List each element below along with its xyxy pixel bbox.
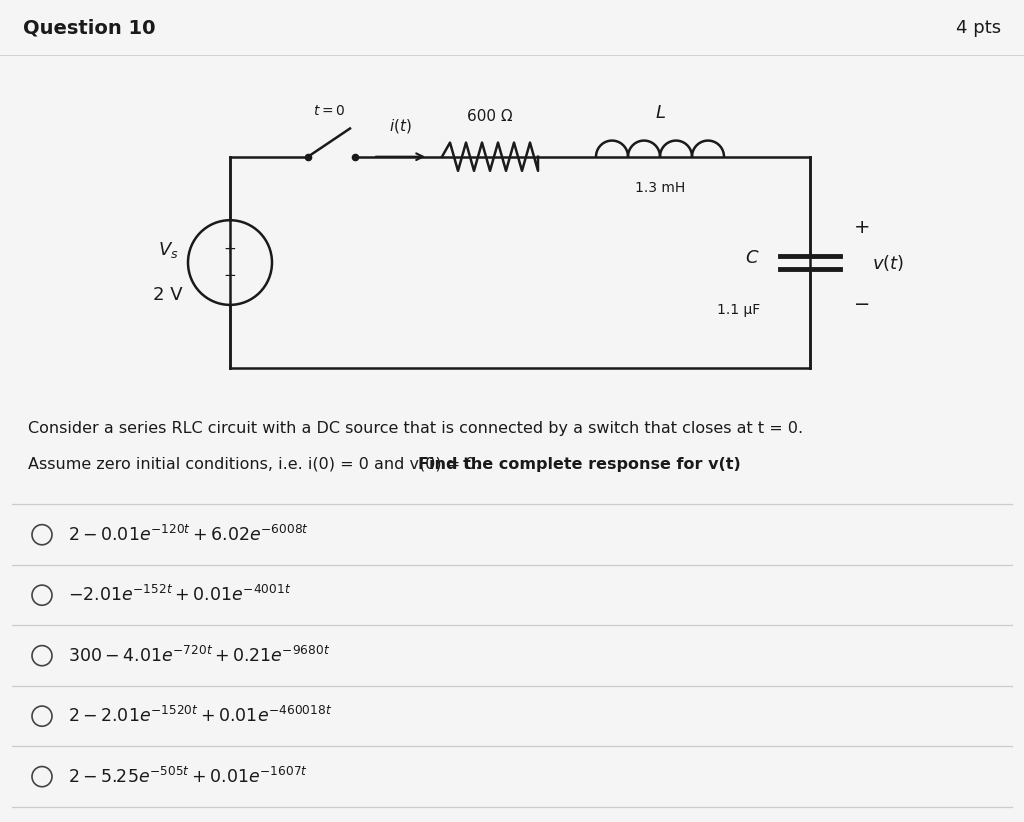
Text: $C$: $C$ (745, 248, 760, 266)
Text: 2 V: 2 V (154, 286, 183, 304)
Text: $300 - 4.01e^{-720t} + 0.21e^{-9680t}$: $300 - 4.01e^{-720t} + 0.21e^{-9680t}$ (68, 645, 330, 666)
Text: Find the complete response for v(t): Find the complete response for v(t) (418, 457, 740, 472)
Text: 600 Ω: 600 Ω (467, 109, 513, 124)
Text: +: + (854, 218, 870, 237)
Text: Assume zero initial conditions, i.e. i(0) = 0 and v(0) = 0.: Assume zero initial conditions, i.e. i(0… (28, 457, 485, 472)
Text: 4 pts: 4 pts (956, 19, 1001, 37)
Text: +: + (223, 242, 237, 257)
Text: $t=0$: $t=0$ (313, 104, 346, 118)
Text: $2 - 5.25e^{-505t} + 0.01e^{-1607t}$: $2 - 5.25e^{-505t} + 0.01e^{-1607t}$ (68, 767, 308, 787)
Text: 1.1 μF: 1.1 μF (717, 302, 760, 316)
Text: 1.3 mH: 1.3 mH (635, 181, 685, 195)
Text: $L$: $L$ (654, 104, 666, 122)
Text: $v(t)$: $v(t)$ (872, 252, 904, 273)
Text: −: − (223, 268, 237, 283)
Text: $i(t)$: $i(t)$ (389, 117, 412, 135)
Text: −: − (854, 295, 870, 314)
Text: $2 - 0.01e^{-120t} + 6.02e^{-6008t}$: $2 - 0.01e^{-120t} + 6.02e^{-6008t}$ (68, 524, 309, 545)
Text: Consider a series RLC circuit with a DC source that is connected by a switch tha: Consider a series RLC circuit with a DC … (28, 422, 803, 436)
Text: Question 10: Question 10 (23, 18, 155, 38)
Text: $-2.01e^{-152t} + 0.01e^{-4001t}$: $-2.01e^{-152t} + 0.01e^{-4001t}$ (68, 585, 291, 605)
Text: $V_s$: $V_s$ (158, 241, 178, 261)
Text: $2 - 2.01e^{-1520t} + 0.01e^{-460018t}$: $2 - 2.01e^{-1520t} + 0.01e^{-460018t}$ (68, 706, 332, 726)
